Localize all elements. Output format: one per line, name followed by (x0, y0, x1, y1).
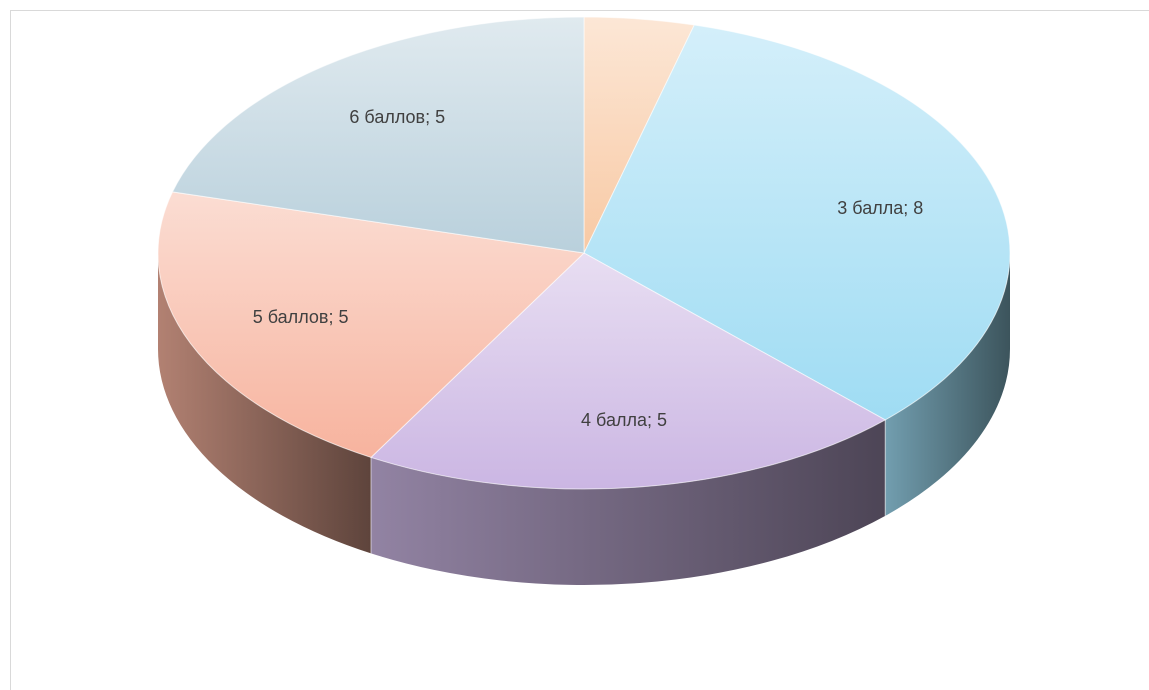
pie-slice-4 (157, 191, 586, 458)
data-label: 4 балла; 5 (581, 410, 667, 430)
data-label: 3 балла; 8 (837, 198, 923, 218)
pie-slice-3 (370, 252, 887, 490)
pie-slice-2 (583, 24, 1011, 421)
pie-side-wall (158, 253, 371, 554)
data-label: 6 баллов; 5 (349, 107, 445, 127)
pie-side-wall (885, 253, 1010, 516)
pie-slice-5 (171, 16, 585, 254)
pie-side-wall (371, 419, 886, 585)
data-label: 5 баллов; 5 (253, 307, 349, 327)
